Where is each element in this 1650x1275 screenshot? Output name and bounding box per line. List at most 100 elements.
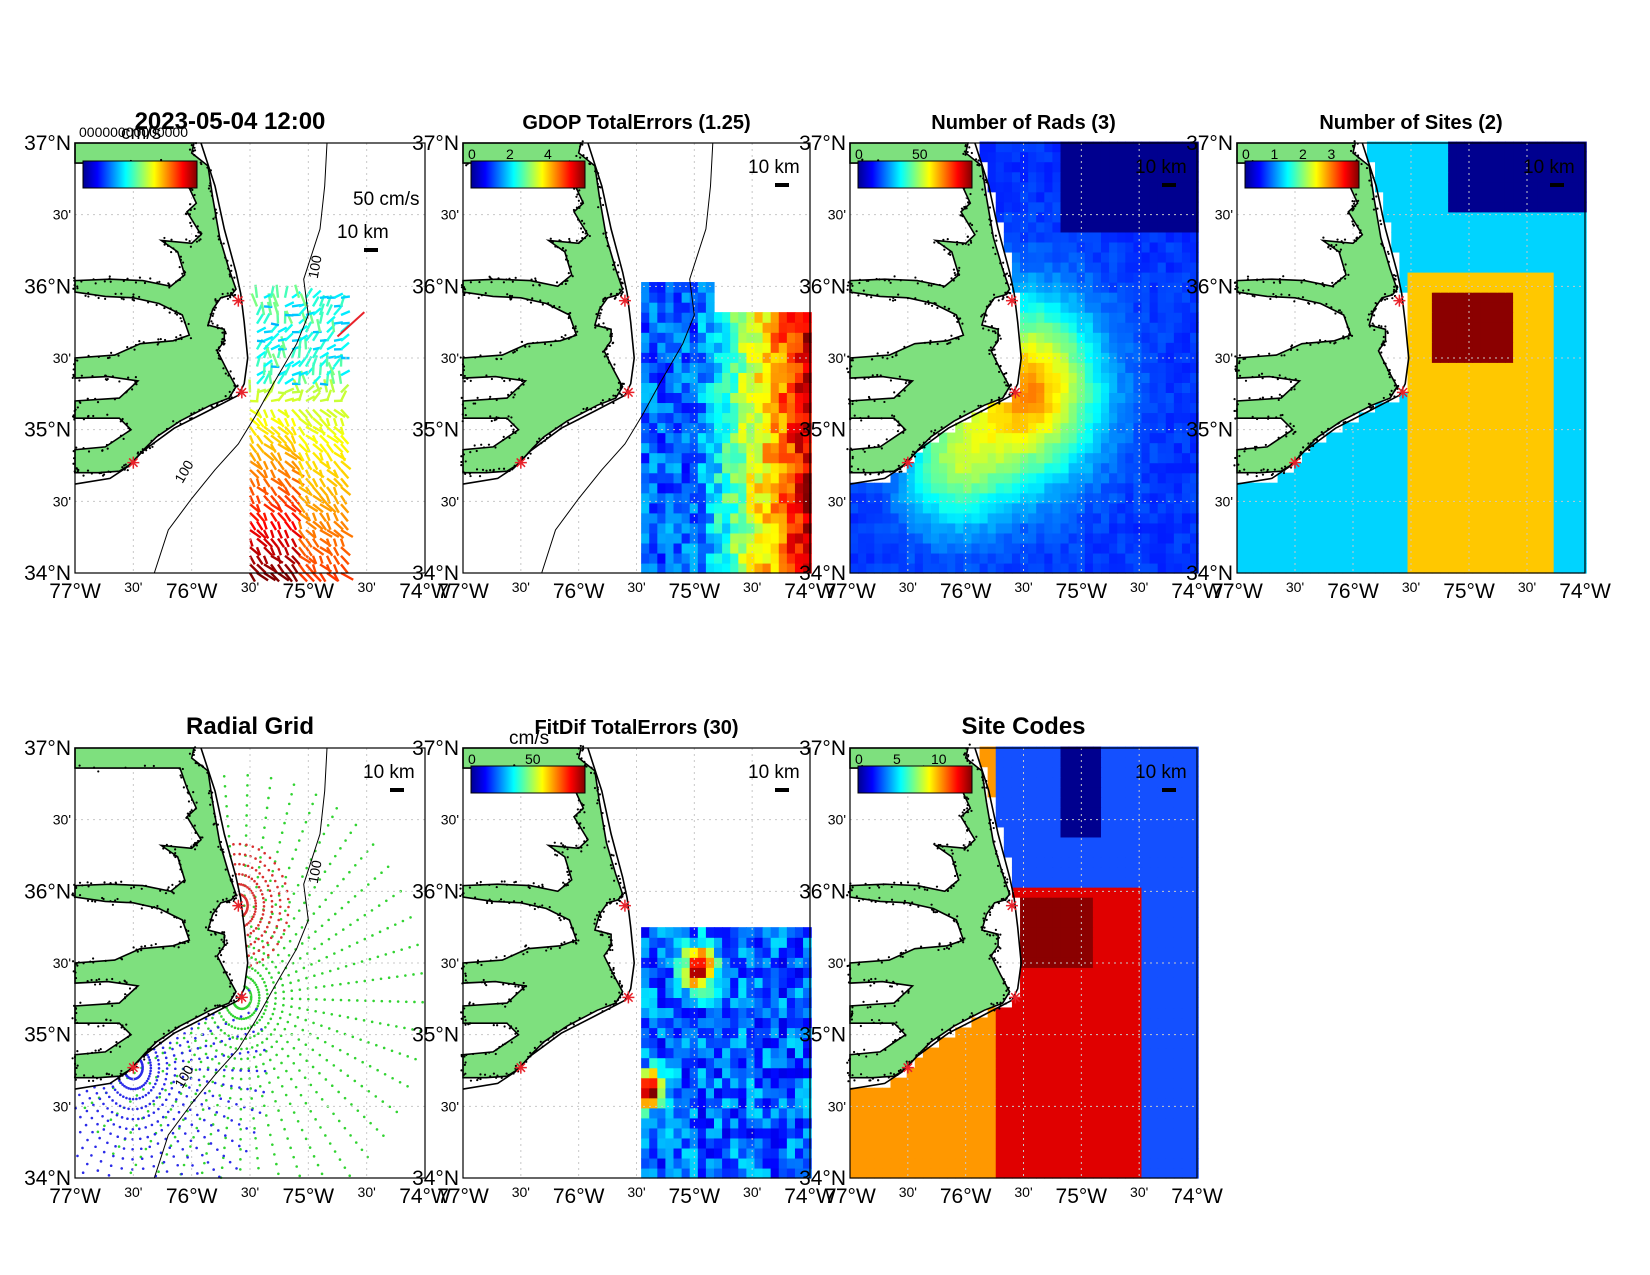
coast-speckle <box>217 238 220 241</box>
coast-speckle <box>1276 378 1279 381</box>
raster-cell <box>1504 482 1514 494</box>
raster-cell <box>641 382 650 393</box>
raster-cell <box>1399 512 1409 524</box>
raster-cell <box>1464 302 1474 313</box>
raster-cell <box>1165 422 1175 434</box>
raster-cell <box>955 542 964 554</box>
raster-cell <box>1399 462 1409 474</box>
raster-cell <box>1383 562 1392 574</box>
raster-cell <box>1109 251 1118 263</box>
raster-cell <box>1141 542 1151 554</box>
raster-cell <box>1578 352 1587 363</box>
raster-cell <box>697 282 707 293</box>
raster-cell <box>1190 201 1199 213</box>
raster-cell <box>858 482 867 494</box>
coast-speckle <box>1380 242 1383 245</box>
raster-cell <box>1020 322 1029 333</box>
coast-speckle <box>851 457 854 460</box>
raster-cell <box>1399 151 1409 163</box>
raster-cell <box>1253 492 1262 504</box>
raster-cell <box>1504 191 1514 203</box>
coast-speckle <box>930 284 933 287</box>
raster-cell <box>1456 532 1465 544</box>
raster-cell <box>1504 171 1514 183</box>
raster-cell <box>1109 292 1118 303</box>
raster-cell <box>1277 472 1287 484</box>
raster-cell <box>1537 362 1547 373</box>
raster-cell <box>1084 261 1094 273</box>
coast-speckle <box>1004 392 1007 395</box>
raster-cell <box>1084 552 1094 564</box>
raster-cell <box>1181 462 1191 474</box>
raster-cell <box>1456 191 1465 203</box>
raster-cell <box>1496 292 1506 303</box>
raster-cell <box>1504 282 1514 293</box>
raster-cell <box>673 442 683 454</box>
raster-cell <box>746 392 756 404</box>
raster-cell <box>1068 552 1078 564</box>
coast-speckle <box>236 385 239 388</box>
raster-cell <box>1456 432 1465 444</box>
raster-cell <box>1472 492 1482 504</box>
raster-cell <box>1117 312 1126 323</box>
current-vector <box>249 503 261 514</box>
coast-speckle <box>1280 467 1283 470</box>
raster-cell <box>1553 382 1563 393</box>
raster-cell <box>1044 482 1054 494</box>
coast-speckle <box>221 296 224 299</box>
raster-cell <box>1553 241 1563 253</box>
raster-cell <box>1415 522 1425 534</box>
raster-cell <box>1092 292 1102 303</box>
coast-speckle <box>463 287 466 290</box>
raster-cell <box>1020 181 1029 193</box>
raster-cell <box>1293 502 1303 514</box>
raster-cell <box>1529 251 1539 263</box>
raster-cell <box>1423 372 1433 383</box>
raster-cell <box>1141 422 1151 434</box>
coast-speckle <box>1290 388 1293 391</box>
raster-cell <box>1423 542 1433 554</box>
current-vector <box>250 293 259 307</box>
coast-speckle <box>985 305 989 308</box>
coast-speckle <box>959 317 962 320</box>
raster-cell <box>1109 261 1118 273</box>
raster-cell <box>673 452 683 464</box>
raster-cell <box>1149 272 1159 283</box>
raster-cell <box>1141 191 1151 203</box>
raster-cell <box>1173 362 1183 373</box>
raster-cell <box>1020 512 1029 524</box>
raster-cell <box>1358 502 1368 514</box>
raster-cell <box>963 422 973 434</box>
raster-cell <box>803 382 812 393</box>
raster-cell <box>1440 542 1449 554</box>
coast-speckle <box>534 277 537 280</box>
raster-cell <box>1165 362 1175 373</box>
current-vector <box>319 443 328 454</box>
coast-speckle <box>580 411 583 415</box>
raster-cell <box>1181 332 1191 343</box>
raster-cell <box>1084 402 1094 414</box>
raster-cell <box>1407 502 1417 514</box>
raster-cell <box>1578 412 1587 424</box>
coast-speckle <box>195 240 199 243</box>
raster-cell <box>1504 402 1514 414</box>
raster-cell <box>947 502 956 514</box>
coast-speckle <box>1381 298 1384 301</box>
raster-cell <box>754 542 764 554</box>
current-vector <box>340 369 351 377</box>
raster-cell <box>1003 161 1013 173</box>
raster-cell <box>1456 181 1465 193</box>
coast-speckle <box>522 383 525 386</box>
coast-speckle <box>1290 344 1294 347</box>
raster-cell <box>1052 221 1062 233</box>
coast-speckle <box>216 299 219 303</box>
raster-cell <box>713 452 723 464</box>
raster-cell <box>1553 171 1563 183</box>
coast-speckle <box>1277 398 1280 402</box>
raster-cell <box>1109 512 1118 524</box>
coast-speckle <box>80 374 83 377</box>
current-vector <box>291 494 301 505</box>
raster-cell <box>971 462 981 474</box>
current-vector <box>290 434 297 444</box>
raster-cell <box>778 322 788 333</box>
